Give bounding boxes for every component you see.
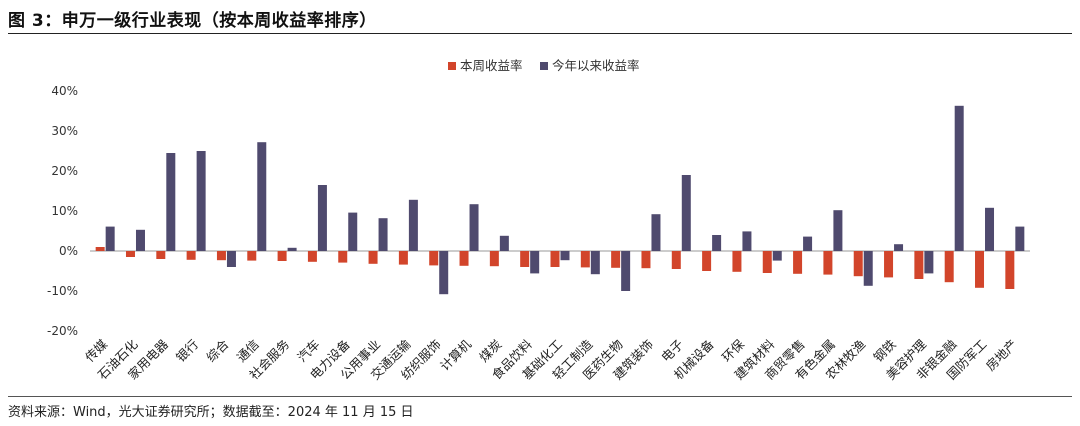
bar-weekly-4 xyxy=(186,251,196,260)
bar-weekly-11 xyxy=(398,251,408,265)
bar-weekly-15 xyxy=(520,251,530,267)
bar-ytd-26 xyxy=(863,251,873,286)
bar-weekly-19 xyxy=(641,251,651,269)
bar-weekly-23 xyxy=(762,251,772,273)
bar-weekly-30 xyxy=(975,251,985,288)
bar-ytd-21 xyxy=(712,235,722,251)
bar-weekly-8 xyxy=(307,251,317,262)
bar-ytd-29 xyxy=(954,105,964,251)
bar-weekly-7 xyxy=(277,251,287,261)
y-tick-label: 10% xyxy=(51,204,78,218)
bar-weekly-26 xyxy=(853,251,863,277)
bar-weekly-13 xyxy=(459,251,469,266)
bar-chart: 本周收益率 今年以来收益率 -20% -10% 0% 10% 20% 30% 40% 传媒石油… xyxy=(47,58,1030,382)
bar-weekly-18 xyxy=(611,251,621,268)
legend-swatch-weekly xyxy=(448,62,456,70)
bar-weekly-3 xyxy=(156,251,166,259)
bar-ytd-28 xyxy=(924,251,934,274)
y-tick-label: 30% xyxy=(51,124,78,138)
chart-legend: 本周收益率 今年以来收益率 xyxy=(448,58,640,73)
bar-weekly-28 xyxy=(914,251,924,279)
bar-ytd-19 xyxy=(651,214,661,251)
bar-ytd-8 xyxy=(317,185,327,251)
bar-ytd-2 xyxy=(135,229,145,251)
bar-ytd-14 xyxy=(499,235,509,251)
bar-weekly-27 xyxy=(884,251,894,278)
y-tick-label: -10% xyxy=(47,284,78,298)
bar-ytd-24 xyxy=(803,236,813,251)
bar-weekly-2 xyxy=(125,251,135,257)
footer-rule xyxy=(8,396,1072,397)
bar-ytd-23 xyxy=(772,251,782,261)
bar-weekly-17 xyxy=(580,251,590,268)
x-category-label: 计算机 xyxy=(437,336,474,373)
y-tick-label: -20% xyxy=(47,324,78,338)
bar-weekly-6 xyxy=(247,251,257,261)
bar-ytd-11 xyxy=(408,199,418,251)
bar-ytd-15 xyxy=(530,251,540,274)
bar-weekly-21 xyxy=(702,251,712,271)
figure-title: 图 3：申万一级行业表现（按本周收益率排序） xyxy=(8,11,377,31)
bar-ytd-6 xyxy=(257,142,267,251)
bar-ytd-30 xyxy=(985,207,995,251)
source-note: 资料来源：Wind，光大证券研究所；数据截至：2024 年 11 月 15 日 xyxy=(8,405,414,420)
bar-weekly-10 xyxy=(368,251,378,264)
bar-weekly-24 xyxy=(793,251,803,274)
bar-weekly-31 xyxy=(1005,251,1015,289)
x-category-label: 综合 xyxy=(203,336,232,365)
y-tick-label: 40% xyxy=(51,84,78,98)
bar-weekly-5 xyxy=(216,251,226,261)
x-category-label: 银行 xyxy=(173,337,201,365)
bar-weekly-16 xyxy=(550,251,560,267)
bar-ytd-20 xyxy=(681,175,691,251)
bar-ytd-12 xyxy=(439,251,449,295)
bar-ytd-4 xyxy=(196,151,206,251)
bar-weekly-20 xyxy=(671,251,681,269)
y-axis: -20% -10% 0% 10% 20% 30% 40% xyxy=(47,84,78,338)
bar-ytd-1 xyxy=(105,226,115,251)
bar-ytd-25 xyxy=(833,210,843,251)
bar-ytd-7 xyxy=(287,247,297,251)
bar-weekly-9 xyxy=(338,251,348,263)
bar-ytd-13 xyxy=(469,204,479,251)
bar-ytd-3 xyxy=(166,153,176,251)
y-tick-label: 0% xyxy=(59,244,78,258)
bar-weekly-1 xyxy=(95,247,105,251)
bar-weekly-29 xyxy=(944,251,954,283)
bar-weekly-12 xyxy=(429,251,439,266)
bars-group xyxy=(90,105,1030,295)
bar-ytd-16 xyxy=(560,251,570,261)
bar-ytd-17 xyxy=(590,251,600,275)
y-tick-label: 20% xyxy=(51,164,78,178)
bar-ytd-18 xyxy=(621,251,631,291)
legend-label-ytd: 今年以来收益率 xyxy=(552,58,640,73)
legend-label-weekly: 本周收益率 xyxy=(460,58,523,73)
bar-ytd-31 xyxy=(1015,226,1025,251)
bar-weekly-22 xyxy=(732,251,742,272)
bar-ytd-5 xyxy=(226,251,236,267)
legend-swatch-ytd xyxy=(540,62,548,70)
bar-ytd-9 xyxy=(348,212,358,251)
bar-weekly-14 xyxy=(489,251,499,267)
bar-ytd-22 xyxy=(742,231,752,251)
x-category-label: 房地产 xyxy=(983,337,1020,374)
bar-ytd-27 xyxy=(894,244,904,251)
bar-ytd-10 xyxy=(378,218,388,251)
title-rule xyxy=(8,33,1072,34)
bar-weekly-25 xyxy=(823,251,833,275)
